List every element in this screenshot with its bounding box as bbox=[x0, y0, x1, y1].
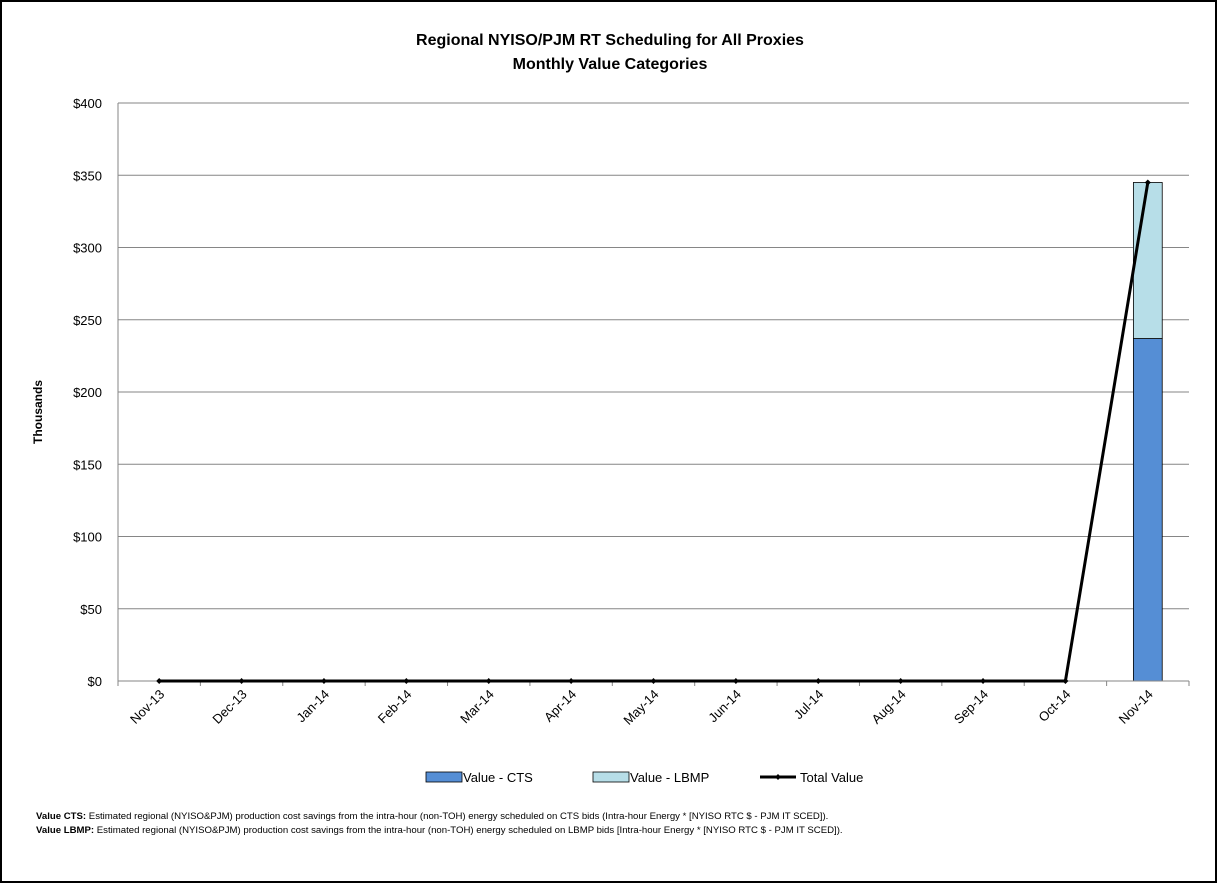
footnotes: Value CTS: Estimated regional (NYISO&PJM… bbox=[36, 810, 1196, 838]
legend-swatch-value-lbmp bbox=[592, 771, 630, 783]
y-axis-title: Thousands bbox=[31, 380, 45, 444]
legend-label-total-value: Total Value bbox=[800, 770, 863, 785]
chart-subtitle: Monthly Value Categories bbox=[513, 56, 708, 73]
bar-value-lbmp bbox=[1132, 182, 1163, 339]
x-tick-label: Nov-13 bbox=[127, 687, 167, 727]
total-value-point bbox=[485, 678, 492, 684]
x-tick-label: Jul-14 bbox=[791, 687, 827, 723]
footnote-value-cts: Value CTS: Estimated regional (NYISO&PJM… bbox=[36, 810, 1196, 824]
bars bbox=[1132, 182, 1163, 682]
total-value-point bbox=[897, 678, 904, 684]
chart-title: Regional NYISO/PJM RT Scheduling for All… bbox=[416, 32, 804, 49]
chart-canvas: Regional NYISO/PJM RT Scheduling for All… bbox=[31, 32, 1190, 785]
total-value-point bbox=[732, 678, 739, 684]
footnote-text: Estimated regional (NYISO&PJM) productio… bbox=[96, 825, 843, 836]
total-value-point bbox=[320, 678, 327, 684]
x-tick-label: Oct-14 bbox=[1035, 687, 1073, 725]
legend: Value - CTS Value - LBMP Total Value bbox=[425, 770, 863, 785]
bar-value-cts bbox=[1132, 338, 1163, 682]
x-tick-label: May-14 bbox=[620, 687, 661, 728]
x-tick-label: Dec-13 bbox=[209, 687, 249, 727]
total-value-point bbox=[1062, 678, 1069, 684]
x-axis-ticks: Nov-13 Dec-13 Jan-14 Feb-14 Mar-14 Apr-14 May-… bbox=[127, 687, 1156, 728]
total-value-point bbox=[1144, 179, 1151, 186]
footnote-label: Value LBMP: bbox=[36, 825, 95, 836]
footnote-value-lbmp: Value LBMP: Estimated regional (NYISO&PJ… bbox=[36, 824, 1196, 838]
x-tick-label: Nov-14 bbox=[1116, 687, 1156, 727]
total-value-point bbox=[238, 678, 245, 684]
total-value-point bbox=[568, 678, 575, 684]
footnote-text: Estimated regional (NYISO&PJM) productio… bbox=[88, 811, 829, 822]
legend-label-value-cts: Value - CTS bbox=[463, 770, 533, 785]
y-tick-label: $250 bbox=[73, 313, 102, 328]
legend-swatch-value-cts bbox=[425, 771, 463, 783]
y-tick-label: $300 bbox=[73, 241, 102, 256]
x-axis bbox=[117, 103, 1190, 686]
y-tick-label: $100 bbox=[73, 530, 102, 545]
x-tick-label: Jan-14 bbox=[293, 687, 332, 726]
x-tick-label: Feb-14 bbox=[375, 687, 415, 727]
y-tick-label: $400 bbox=[73, 96, 102, 111]
footnote-label: Value CTS: bbox=[36, 811, 87, 822]
y-axis-ticks: $0 $50 $100 $150 $200 $250 $300 $350 $400 bbox=[73, 96, 102, 689]
x-tick-label: Jun-14 bbox=[705, 687, 744, 726]
x-tick-label: Mar-14 bbox=[457, 687, 497, 727]
total-value-point bbox=[156, 678, 163, 684]
total-value-point bbox=[403, 678, 410, 684]
total-value-line bbox=[156, 179, 1151, 684]
total-value-point bbox=[815, 678, 822, 684]
legend-label-value-lbmp: Value - LBMP bbox=[630, 770, 709, 785]
y-tick-label: $0 bbox=[88, 674, 102, 689]
gridlines bbox=[118, 102, 1189, 610]
legend-marker-total-value bbox=[775, 774, 781, 780]
total-value-point bbox=[650, 678, 657, 684]
x-tick-label: Apr-14 bbox=[541, 687, 579, 725]
x-tick-label: Aug-14 bbox=[869, 687, 909, 727]
y-tick-label: $150 bbox=[73, 457, 102, 472]
total-value-polyline bbox=[159, 182, 1150, 683]
total-value-point bbox=[980, 678, 987, 684]
x-tick-label: Sep-14 bbox=[951, 687, 991, 727]
y-tick-label: $200 bbox=[73, 385, 102, 400]
y-tick-label: $350 bbox=[73, 168, 102, 183]
y-tick-label: $50 bbox=[80, 602, 102, 617]
